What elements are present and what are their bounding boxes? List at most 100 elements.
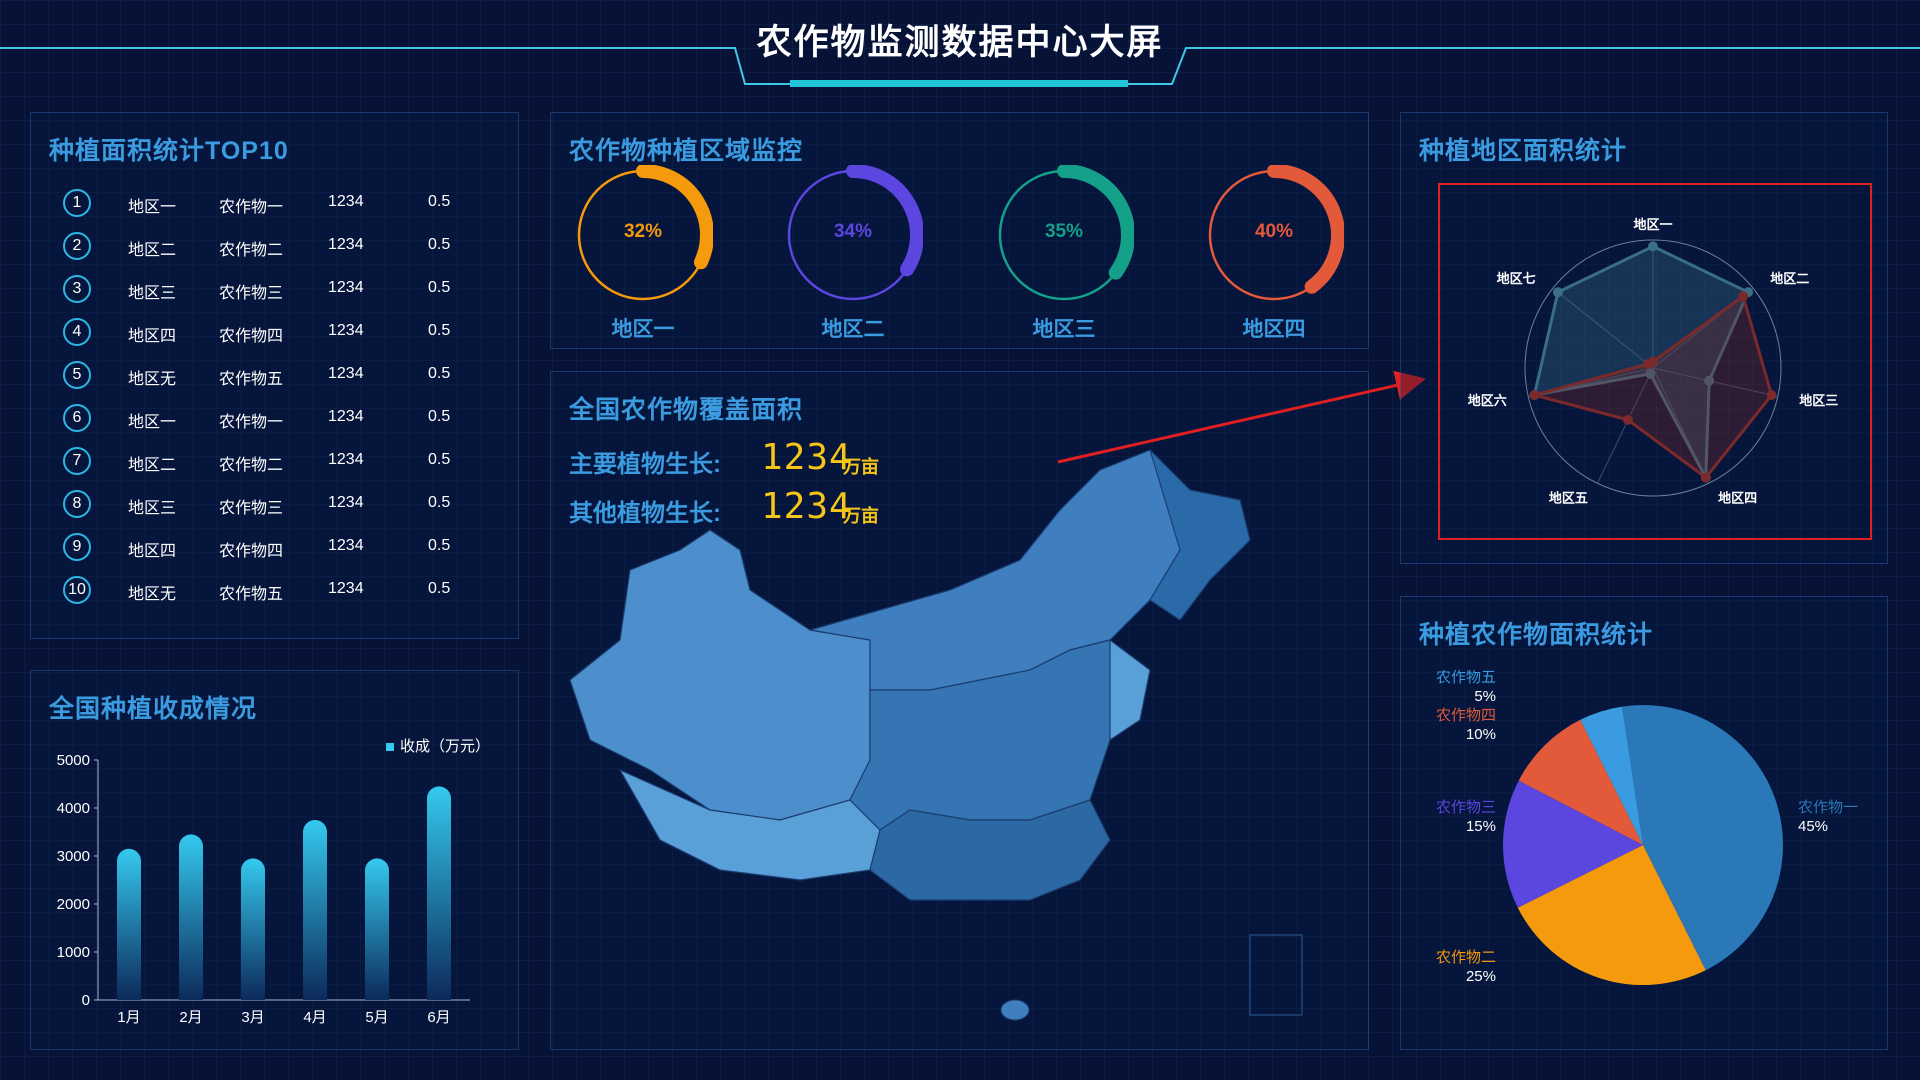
map-region-south [869,799,1111,901]
pie-slice [1502,780,1643,908]
radar-indicator-label: 地区二 [1770,271,1809,286]
row-value: 1234 [328,580,364,597]
radar-indicator-label: 地区三 [1799,393,1838,408]
header-frame [0,47,1920,87]
pie-label-value: 25% [1466,968,1496,985]
row-region: 地区三 [128,500,177,517]
radar-point [1623,414,1633,425]
rank-badge: 8 [63,490,91,518]
map-region-east [1109,638,1151,742]
row-value: 1234 [328,537,364,554]
row-value: 1234 [328,193,364,210]
pie-label-value: 45% [1798,818,1828,835]
highlight-box [1438,183,1872,540]
row-crop: 农作物四 [219,328,284,345]
row-value: 1234 [328,451,364,468]
row-ratio: 0.5 [428,193,451,210]
top10-row: 4 地区四 农作物四 1234 0.5 [63,318,483,361]
donut-percent: 35% [1044,221,1084,242]
top10-row: 2 地区二 农作物二 1234 0.5 [63,232,483,275]
top10-row: 10 地区无 农作物五 1234 0.5 [63,576,483,619]
donut-ring [1208,165,1344,301]
radar-point [1738,291,1749,302]
row-value: 1234 [328,236,364,253]
row-value: 1234 [328,408,364,425]
region-donut: 32% 地区一 [573,165,713,355]
other-plant-value: 1234 [761,486,852,527]
pie-chart: 农作物一 45% 农作物二 25% 农作物三 15% 农作物四 10% 农作物五 5% [1436,670,1858,986]
donut-label: 地区一 [611,318,675,341]
coverage-title: 全国农作物覆盖面积 [569,396,804,424]
row-region: 地区无 [128,371,177,388]
top10-row: 1 地区一 农作物一 1234 0.5 [63,189,483,232]
row-crop: 农作物五 [219,586,284,603]
row-region: 地区无 [128,586,177,603]
donut-progress-arc [636,165,713,270]
region-donut: 40% 地区四 [1204,165,1344,355]
radar-point [1766,390,1777,401]
y-tick-label: 1000 [57,944,90,961]
radar-point [1645,368,1656,379]
region-donut: 35% 地区三 [994,165,1134,355]
y-tick-label: 3000 [57,848,90,865]
bar [117,848,141,1000]
pie-label-name: 农作物三 [1436,799,1496,816]
rank-badge: 3 [63,275,91,303]
radar-spoke [1597,367,1654,484]
row-ratio: 0.5 [428,537,451,554]
main-plant-label: 主要植物生长: [569,451,721,478]
donut-progress-arc [1267,165,1344,294]
radar-point [1529,390,1540,401]
row-ratio: 0.5 [428,365,451,382]
x-tick-label: 1月 [117,1009,140,1026]
region-monitor-title: 农作物种植区域监控 [569,137,804,165]
top10-row: 6 地区一 农作物一 1234 0.5 [63,404,483,447]
y-tick-label: 0 [82,992,90,1009]
radar-indicator-label: 地区一 [1633,217,1672,232]
radar-spoke [1552,287,1654,369]
top10-row: 5 地区无 农作物五 1234 0.5 [63,361,483,404]
donut-ring [787,165,923,301]
row-crop: 农作物二 [219,457,284,474]
radar-indicator-label: 地区六 [1468,393,1507,408]
row-ratio: 0.5 [428,236,451,253]
row-ratio: 0.5 [428,494,451,511]
row-region: 地区二 [128,242,177,259]
radar-title: 种植地区面积统计 [1419,137,1628,165]
top10-row: 7 地区二 农作物二 1234 0.5 [63,447,483,490]
row-crop: 农作物四 [219,543,284,560]
map-region-west [569,529,871,821]
china-map[interactable] [550,440,1370,1040]
donut-percent: 34% [833,221,873,242]
x-tick-label: 3月 [241,1009,264,1026]
other-plant-unit: 万亩 [843,506,879,526]
donut-ring [998,165,1134,301]
row-region: 地区三 [128,285,177,302]
pie-title: 种植农作物面积统计 [1419,621,1654,649]
row-crop: 农作物三 [219,500,284,517]
rank-badge: 4 [63,318,91,346]
donut-percent: 32% [623,221,663,242]
bar [427,786,451,1000]
radar-panel: 种植地区面积统计 [1400,112,1888,564]
main-plant-value: 1234 [761,437,852,478]
top10-panel: 种植面积统计TOP10 1 地区一 农作物一 1234 0.5 2 地区二 农作物二 1234 0… [30,112,519,639]
row-value: 1234 [328,365,364,382]
legend-swatch [386,743,394,751]
row-value: 1234 [328,322,364,339]
x-tick-label: 5月 [365,1009,388,1026]
x-tick-label: 2月 [179,1009,202,1026]
rank-badge: 10 [63,576,91,604]
radar-indicator-label: 地区四 [1718,491,1757,506]
row-region: 地区四 [128,543,177,560]
pie-label-value: 10% [1466,726,1496,743]
donut-ring [577,165,713,301]
row-value: 1234 [328,494,364,511]
radar-point [1700,472,1711,483]
donut-label: 地区二 [821,318,885,341]
donut-percent: 40% [1254,221,1294,242]
row-ratio: 0.5 [428,322,451,339]
region-donut: 34% 地区二 [783,165,923,355]
map-region-hainan [1000,999,1030,1021]
